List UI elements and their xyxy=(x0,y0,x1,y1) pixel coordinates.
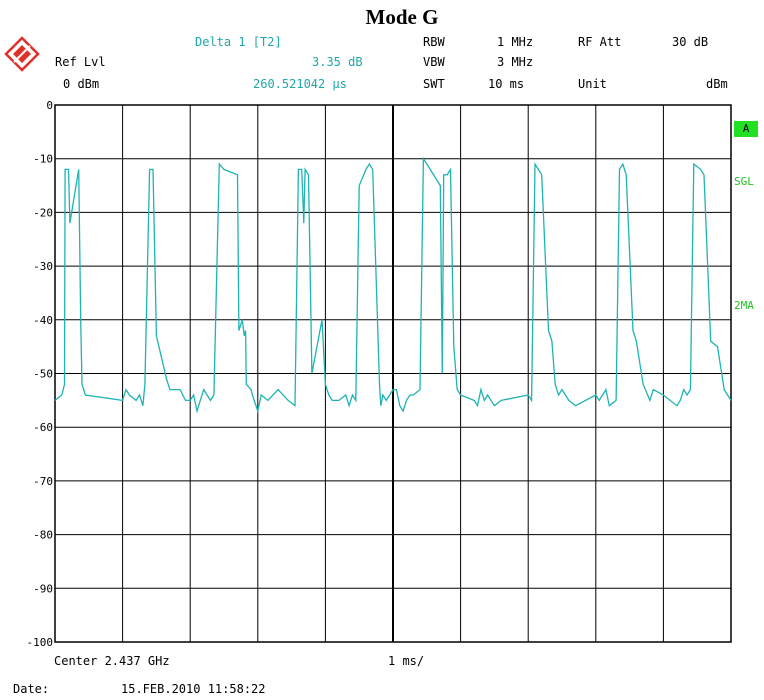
chart-y-ticks: 0 -10 -20 -30 -40 -50 -60 -70 -80 -90 -100 xyxy=(27,99,54,649)
rfatt-value: 30 dB xyxy=(672,35,709,49)
y-tick-label: 0 xyxy=(46,99,53,112)
vbw-label: VBW xyxy=(423,55,445,69)
marker-label: Delta 1 [T2] xyxy=(195,35,282,49)
chart-title: Mode G xyxy=(365,5,439,29)
chart-grid xyxy=(54,104,732,643)
rfatt-label: RF Att xyxy=(578,35,622,49)
time-per-division: 1 ms/ xyxy=(388,654,425,668)
center-frequency: Center 2.437 GHz xyxy=(54,654,170,668)
y-tick-label: -100 xyxy=(27,636,54,649)
unit-value: dBm xyxy=(706,77,728,91)
y-tick-label: -80 xyxy=(33,529,53,542)
rs-logo-icon xyxy=(4,36,40,72)
marker-time: 260.521042 µs xyxy=(253,77,347,91)
y-tick-label: -10 xyxy=(33,153,53,166)
vbw-value: 3 MHz xyxy=(497,55,534,69)
marker-level: 3.35 dB xyxy=(312,55,363,69)
twoma-label: 2MA xyxy=(734,299,754,312)
swt-label: SWT xyxy=(423,77,445,91)
unit-label: Unit xyxy=(578,77,607,91)
y-tick-label: -60 xyxy=(33,421,53,434)
rbw-value: 1 MHz xyxy=(497,35,534,49)
y-tick-label: -20 xyxy=(33,206,53,219)
ref-lvl-label: Ref Lvl xyxy=(55,55,106,69)
trace-line xyxy=(54,156,732,414)
date-value: 15.FEB.2010 11:58:22 xyxy=(121,682,266,696)
y-tick-label: -30 xyxy=(33,260,53,273)
swt-value: 10 ms xyxy=(488,77,525,91)
trace-a-badge: A xyxy=(734,121,758,137)
y-tick-label: -70 xyxy=(33,475,53,488)
ref-lvl-value: 0 dBm xyxy=(63,77,100,91)
y-tick-label: -40 xyxy=(33,314,53,327)
rbw-label: RBW xyxy=(423,35,445,49)
date-label: Date: xyxy=(13,682,50,696)
sgl-label: SGL xyxy=(734,175,754,188)
y-tick-label: -50 xyxy=(33,368,53,381)
y-tick-label: -90 xyxy=(33,582,53,595)
